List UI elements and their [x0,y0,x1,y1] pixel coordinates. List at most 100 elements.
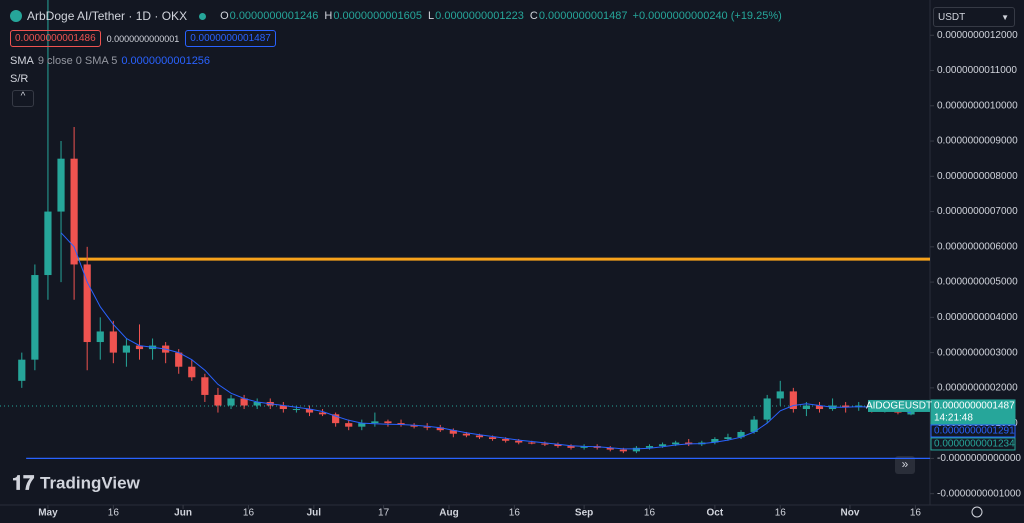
change: +0.0000000000240 (+19.25%) [632,10,782,22]
x-tick-label: May [38,508,58,519]
ohlc-label: H [324,10,333,22]
candle-body [214,394,222,406]
price-tag: 0.0000000001234 [930,437,1016,451]
symbol-icon [10,10,22,22]
x-tick-label: 16 [775,508,787,519]
price-tag-box [930,437,1016,451]
candle-body [18,359,26,381]
candle-body [567,446,575,448]
y-tick-label: 0.0000000003000 [937,347,1018,358]
candle-body [318,412,327,415]
x-tick-label: 16 [644,508,656,519]
price-tag-countdown: 14:21:48 [934,413,973,424]
x-tick-label: Nov [841,508,860,519]
y-tick-label: 0.0000000005000 [937,277,1018,288]
currency-label: USDT [938,12,966,23]
candle-body [384,421,392,424]
candle-body [253,401,261,406]
legend-row: ArbDoge AI/Tether · 1D · OKX O 0.00000000… [10,9,782,23]
candle-body [554,444,562,447]
symbol-title[interactable]: ArbDoge AI/Tether · 1D · OKX [27,9,188,23]
ohlc-value: 0.0000000001223 [435,10,524,22]
brand-name: TradingView [40,473,141,492]
y-tick-label: 0.0000000011000 [937,65,1017,76]
x-tick-label: 16 [509,508,521,519]
scroll-icon: » [902,457,909,471]
x-tick-label: 16 [243,508,255,519]
currency-select[interactable]: USDT ▼ [933,7,1015,27]
candle-body [371,421,379,424]
candle-body [109,331,117,353]
x-tick-label: Sep [575,508,593,519]
candle-body [502,439,510,441]
price-tag-label: 0.0000000001234 [934,439,1015,450]
candle-body [292,409,301,411]
candle-body [31,275,39,360]
candle-body [122,345,131,353]
candle-body [763,398,771,420]
candle-body [188,366,196,378]
candle-body [619,449,627,452]
candle-body [776,391,784,399]
ohlc-value: 0.0000000001487 [538,10,628,22]
candle-body [423,426,431,428]
candle-body [57,158,65,212]
y-tick-label: 0.0000000010000 [937,100,1018,111]
y-tick-label: 0.0000000006000 [937,241,1018,252]
candle-body [70,158,78,265]
candle-body [815,405,824,410]
candle-body [240,398,248,406]
candle-body [462,433,471,436]
ohlc: O0.0000000001246 H0.0000000001605 L0.00000… [214,10,627,22]
collapse-button[interactable]: ^ [12,90,34,107]
candle-body [279,405,287,410]
x-tick-label: Jun [174,508,192,519]
settings-button[interactable] [971,506,983,518]
candle-body [175,352,183,367]
ohlc-value: 0.0000000001605 [333,10,423,22]
y-tick-label: 0.0000000009000 [937,136,1018,147]
y-tick-label: 0.0000000007000 [937,206,1018,217]
candle-body [802,405,811,410]
y-tick-label: 0.0000000004000 [937,312,1018,323]
price-tag-box [930,424,1016,438]
price-tag-label: 0.0000000001291 [934,426,1015,437]
candle-body [475,435,484,438]
candle-body [672,442,680,445]
ohlc-label: L [428,10,435,22]
candle-body [711,439,719,443]
candle-body [488,437,497,440]
brand-mark: 𝟏𝟕 [12,472,34,494]
status-dot [199,12,207,20]
candle-body [737,431,745,438]
candle-body [541,443,549,445]
sell-button[interactable]: 0.0000000001486 [10,30,101,47]
ohlc-label: O [220,10,229,22]
indicator-name[interactable]: SMA [10,55,34,67]
candle-body [724,437,732,440]
sr-row: S/R [10,73,28,85]
candle-body [436,427,444,431]
ohlc-label: C [529,10,538,22]
y-tick-label: 0.0000000008000 [937,171,1018,182]
buy-button[interactable]: 0.0000000001487 [185,30,276,47]
symbol-tag-box [868,399,930,412]
y-tick-label: 0.0000000012000 [937,30,1018,41]
scroll-button[interactable] [895,456,915,474]
price-tag-box [930,399,1016,425]
sr-indicator[interactable]: S/R [10,73,29,85]
candle-body [332,414,340,424]
candle-body [750,419,758,432]
candle-body [515,440,523,443]
candle-body [632,447,641,452]
indicator-params: 9 close 0 SMA 5 [37,55,118,67]
candle-body [580,446,588,448]
candle-body [358,423,366,427]
trade-row: 0.0000000001486 0.0000000000001 0.000000… [10,30,282,47]
candle-body [83,264,91,343]
x-tick-label: Aug [439,508,458,519]
candle-body [227,398,235,406]
